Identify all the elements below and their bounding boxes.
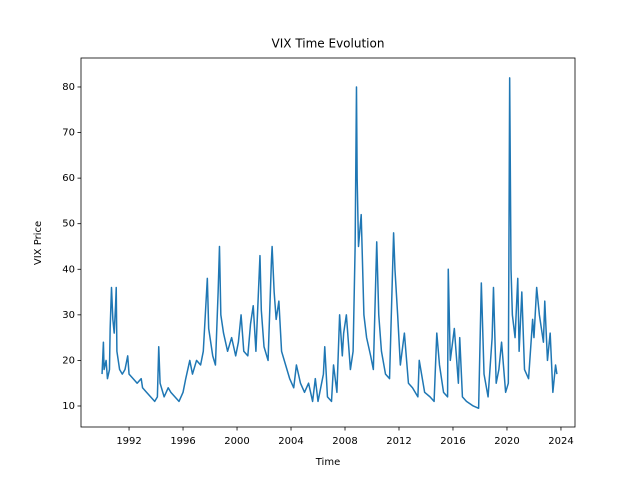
y-tick-label: 40 xyxy=(62,264,75,275)
y-tick-label: 50 xyxy=(62,219,75,230)
y-tick-label: 60 xyxy=(62,173,75,184)
x-tick-label: 2024 xyxy=(548,436,573,447)
y-tick-label: 20 xyxy=(62,355,75,366)
x-axis-label: Time xyxy=(315,457,340,468)
data-line xyxy=(101,77,558,410)
y-tick-label: 30 xyxy=(62,310,75,321)
x-tick-label: 2016 xyxy=(440,436,465,447)
x-tick-label: 2012 xyxy=(386,436,411,447)
x-tick-label: 2008 xyxy=(332,436,357,447)
x-tick-label: 2000 xyxy=(224,436,249,447)
plot-frame xyxy=(80,57,576,428)
x-tick-label: 1996 xyxy=(170,436,195,447)
x-tick-label: 2020 xyxy=(494,436,519,447)
y-axis-label: VIX Price xyxy=(33,221,44,265)
chart-title: VIX Time Evolution xyxy=(272,37,385,51)
x-tick-label: 1992 xyxy=(116,436,141,447)
y-tick-label: 10 xyxy=(62,401,75,412)
y-tick-label: 70 xyxy=(62,128,75,139)
x-tick-label: 2004 xyxy=(278,436,303,447)
y-tick-label: 80 xyxy=(62,82,75,93)
